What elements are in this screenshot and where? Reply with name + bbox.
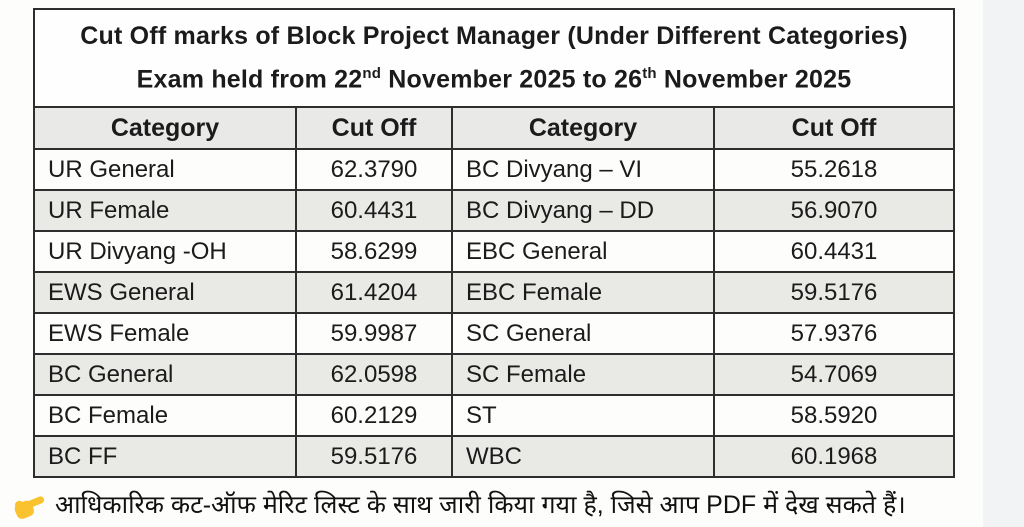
category-cell: UR Divyang -OH: [33, 230, 297, 274]
category-cell: BC Female: [33, 394, 297, 438]
subtitle-part: Exam held from 22: [136, 65, 363, 94]
cutoff-cell: 62.0598: [295, 353, 453, 397]
category-cell: UR Female: [33, 189, 297, 233]
category-cell: BC Divyang – VI: [451, 148, 715, 192]
subtitle-part: November 2025: [656, 65, 852, 94]
column-header-cutoff-left: Cut Off: [295, 106, 453, 151]
cutoff-table: Cut Off marks of Block Project Manager (…: [32, 7, 956, 479]
table-row: UR Divyang -OH 58.6299 EBC General 60.44…: [33, 230, 956, 274]
column-header-category-right: Category: [451, 106, 715, 151]
cutoff-cell: 59.5176: [295, 435, 453, 479]
category-cell: EBC Female: [451, 271, 715, 315]
ordinal-suffix: th: [642, 65, 657, 82]
cutoff-cell: 62.3790: [295, 148, 453, 192]
table-row: EWS General 61.4204 EBC Female 59.5176: [33, 271, 956, 315]
table-title-cell: Cut Off marks of Block Project Manager (…: [32, 7, 956, 109]
footer-text: आधिकारिक कट-ऑफ मेरिट लिस्ट के साथ जारी क…: [55, 491, 906, 519]
cutoff-cell: 59.9987: [295, 312, 453, 356]
exam-date-subtitle: Exam held from 22nd November 2025 to 26t…: [39, 55, 949, 98]
table-row: UR Female 60.4431 BC Divyang – DD 56.907…: [33, 189, 956, 233]
category-cell: WBC: [451, 435, 715, 479]
cutoff-cell: 56.9070: [712, 189, 956, 233]
category-cell: BC General: [33, 353, 297, 397]
ordinal-suffix: nd: [362, 65, 382, 82]
cutoff-cell: 60.4431: [712, 230, 956, 274]
category-cell: EWS Female: [33, 312, 297, 356]
category-cell: ST: [451, 394, 715, 438]
category-cell: SC General: [451, 312, 715, 356]
cutoff-cell: 60.2129: [295, 394, 453, 438]
subtitle-part: November 2025 to 26: [381, 65, 643, 94]
table-row: EWS Female 59.9987 SC General 57.9376: [33, 312, 956, 356]
cutoff-cell: 59.5176: [712, 271, 956, 315]
category-cell: EWS General: [33, 271, 297, 315]
cutoff-cell: 54.7069: [712, 353, 956, 397]
cutoff-cell: 55.2618: [712, 148, 956, 192]
column-header-category-left: Category: [33, 106, 297, 151]
cutoff-cell: 58.6299: [295, 230, 453, 274]
cutoff-cell: 61.4204: [295, 271, 453, 315]
column-header-cutoff-right: Cut Off: [712, 106, 956, 151]
column-header-row: Category Cut Off Category Cut Off: [33, 106, 956, 151]
table-row: UR General 62.3790 BC Divyang – VI 55.26…: [33, 148, 956, 192]
category-cell: BC FF: [33, 435, 297, 479]
category-cell: EBC General: [451, 230, 715, 274]
table-row: BC Female 60.2129 ST 58.5920: [33, 394, 956, 438]
footer-note: आधिकारिक कट-ऑफ मेरिट लिस्ट के साथ जारी क…: [13, 487, 973, 521]
table-row: BC FF 59.5176 WBC 60.1968: [33, 435, 956, 479]
title-row: Cut Off marks of Block Project Manager (…: [32, 7, 956, 109]
cutoff-cell: 60.1968: [712, 435, 956, 479]
category-cell: BC Divyang – DD: [451, 189, 715, 233]
table-row: BC General 62.0598 SC Female 54.7069: [33, 353, 956, 397]
pointing-finger-icon: [14, 496, 45, 519]
cutoff-cell: 60.4431: [295, 189, 453, 233]
category-cell: SC Female: [451, 353, 715, 397]
cutoff-cell: 58.5920: [712, 394, 956, 438]
table-title: Cut Off marks of Block Project Manager (…: [80, 22, 908, 50]
cutoff-cell: 57.9376: [712, 312, 956, 356]
category-cell: UR General: [33, 148, 297, 192]
background-strip: [983, 0, 1024, 527]
